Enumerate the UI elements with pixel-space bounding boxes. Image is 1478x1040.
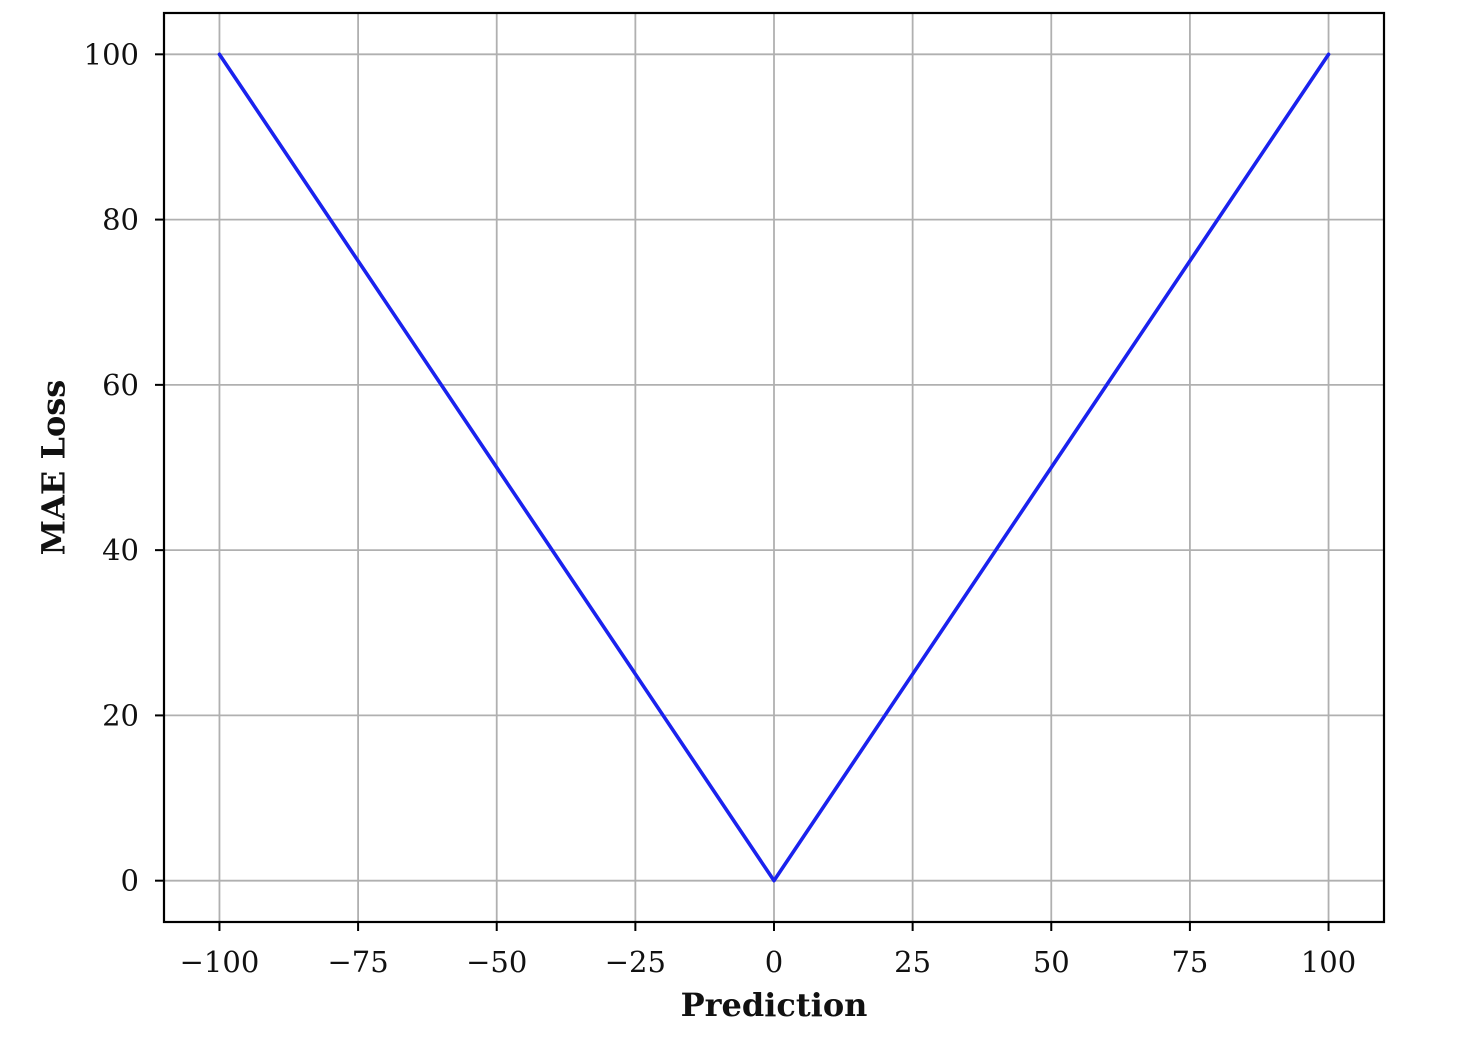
- y-tick-label: 100: [84, 37, 139, 71]
- x-axis-label: Prediction: [681, 986, 868, 1024]
- x-tick-label: −100: [180, 945, 260, 979]
- x-tick-label: 75: [1171, 945, 1208, 979]
- x-tick-label: −75: [327, 945, 388, 979]
- series-layer: [217, 52, 1331, 883]
- x-tick-label: 50: [1033, 945, 1070, 979]
- tick-marks: [155, 53, 1330, 931]
- y-tick-label: 60: [102, 368, 139, 402]
- x-tick-label: 0: [765, 945, 783, 979]
- y-tick-label: 80: [102, 203, 139, 237]
- y-tick-label: 0: [121, 864, 139, 898]
- x-tick-labels: −100 −75 −50 −25 0 25 50 75 100: [180, 945, 1357, 979]
- y-axis-label: MAE Loss: [35, 380, 73, 556]
- grid-lines: [164, 13, 1384, 922]
- x-tick-label: −25: [605, 945, 666, 979]
- x-tick-label: 25: [894, 945, 931, 979]
- y-tick-label: 40: [102, 533, 139, 567]
- y-tick-label: 20: [102, 698, 139, 732]
- x-tick-label: 100: [1301, 945, 1356, 979]
- x-tick-label: −50: [466, 945, 527, 979]
- y-tick-labels: 0 20 40 60 80 100: [84, 37, 139, 897]
